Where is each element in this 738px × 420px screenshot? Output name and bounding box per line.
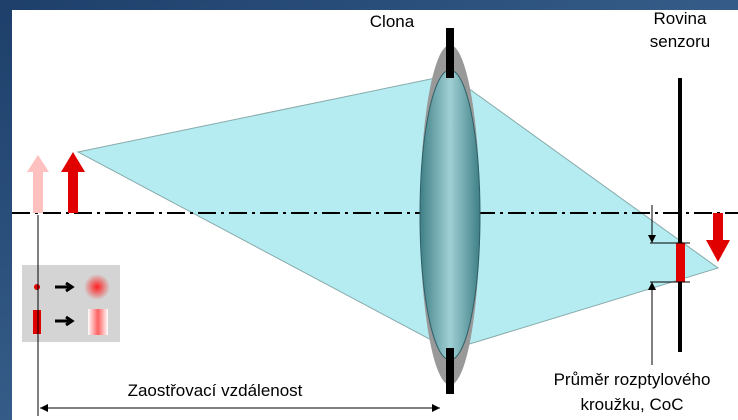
blurred-bar [88,309,108,335]
blur-spot [676,243,685,282]
sensor-label: Rovina [654,9,707,28]
object-arrow [61,152,85,213]
inset-arrow [55,315,75,327]
point [34,284,40,290]
object-ghost [27,155,49,213]
inset-arrow [55,281,75,293]
lens [419,69,481,361]
coc-label: Průměr rozptylového [554,370,711,389]
image-arrow [706,213,730,262]
sensor-label: senzoru [650,32,710,51]
blurred-point [84,274,110,300]
aperture-label: Clona [370,12,415,31]
distance-label: Zaostřovací vzdálenost [128,381,303,400]
bar [33,310,41,334]
aperture-bottom [446,348,454,394]
aperture-top [446,28,454,78]
coc-label: kroužku, CoC [581,395,684,414]
